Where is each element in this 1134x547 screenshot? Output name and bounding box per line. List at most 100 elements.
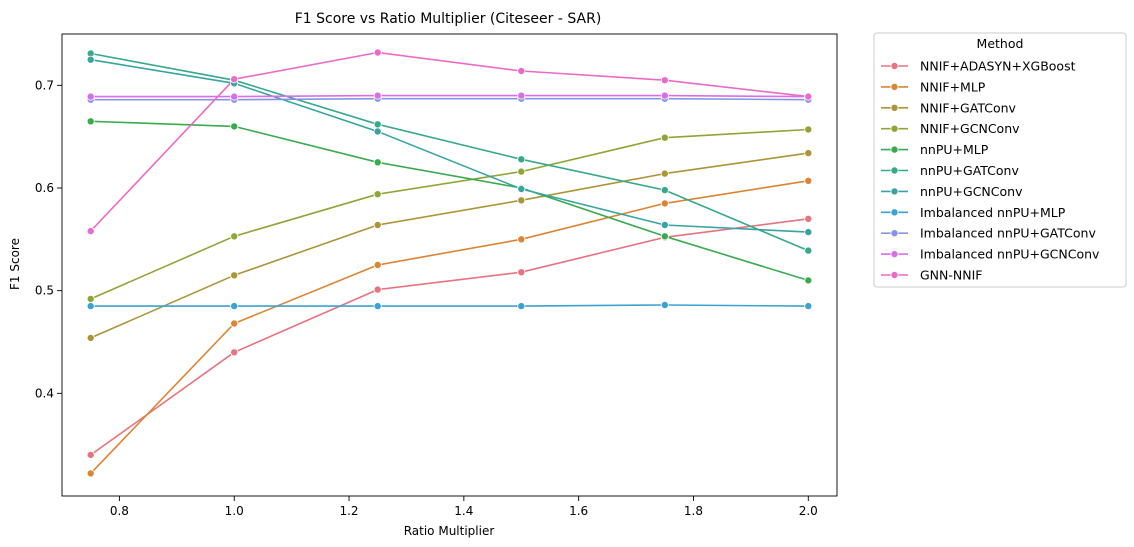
x-tick-label: 1.4: [454, 504, 473, 518]
legend-marker: [890, 250, 899, 259]
legend-marker: [890, 229, 899, 238]
series-line: [90, 51, 809, 232]
data-point: [230, 122, 239, 131]
data-point: [86, 450, 95, 459]
data-point: [517, 302, 526, 311]
data-point: [517, 184, 526, 193]
data-point: [804, 149, 813, 158]
data-point: [86, 294, 95, 303]
legend-label: NNIF+ADASYN+XGBoost: [920, 59, 1076, 74]
data-point: [373, 302, 382, 311]
data-point: [517, 167, 526, 176]
data-point: [517, 268, 526, 277]
legend-label: nnPU+MLP: [920, 142, 989, 157]
data-point: [517, 67, 526, 76]
data-point: [86, 55, 95, 64]
series-line: [90, 94, 809, 98]
data-point: [373, 220, 382, 229]
data-point: [517, 196, 526, 205]
data-point: [86, 333, 95, 342]
series-line: [90, 97, 809, 101]
series-line: [90, 304, 809, 307]
data-point: [86, 117, 95, 126]
plot-markers: [86, 48, 813, 478]
data-point: [373, 190, 382, 199]
data-point: [804, 276, 813, 285]
data-point: [373, 91, 382, 100]
data-point: [660, 76, 669, 85]
legend-label: Imbalanced nnPU+MLP: [920, 205, 1066, 220]
data-point: [373, 158, 382, 167]
data-point: [660, 199, 669, 208]
data-point: [660, 220, 669, 229]
legend-label: Imbalanced nnPU+GCNConv: [920, 247, 1100, 262]
series-line: [90, 128, 809, 300]
legend-title: Method: [977, 36, 1024, 51]
legend-marker: [890, 166, 899, 175]
x-tick-label: 1.0: [225, 504, 244, 518]
data-point: [230, 75, 239, 84]
series-line: [90, 152, 809, 339]
chart-title: F1 Score vs Ratio Multiplier (Citeseer -…: [295, 11, 602, 27]
data-point: [517, 235, 526, 244]
data-point: [373, 260, 382, 269]
data-point: [660, 186, 669, 195]
data-point: [86, 302, 95, 311]
data-point: [517, 155, 526, 164]
plot-lines: [90, 51, 809, 474]
y-tick-label: 0.5: [35, 284, 54, 298]
x-tick-label: 0.8: [110, 504, 129, 518]
x-tick-label: 1.2: [339, 504, 358, 518]
data-point: [804, 92, 813, 101]
legend-label: GNN-NNIF: [920, 268, 982, 283]
series-line: [90, 218, 809, 456]
data-point: [804, 246, 813, 255]
legend-label: NNIF+GCNConv: [920, 121, 1020, 136]
data-point: [86, 92, 95, 101]
legend-items: NNIF+ADASYN+XGBoost NNIF+MLP NNIF+GATConv N…: [881, 59, 1100, 283]
legend-marker: [890, 103, 899, 112]
plot-frame: [61, 33, 838, 497]
legend-label: nnPU+GATConv: [920, 163, 1019, 178]
data-point: [230, 302, 239, 311]
legend: Method NNIF+ADASYN+XGBoost NNIF+MLP NNIF+G…: [873, 32, 1127, 288]
series-line: [90, 58, 809, 233]
data-point: [804, 302, 813, 311]
legend-box: [873, 32, 1127, 288]
legend-label: NNIF+MLP: [920, 79, 986, 94]
legend-label: nnPU+GCNConv: [920, 184, 1023, 199]
y-tick-label: 0.6: [35, 181, 54, 195]
data-point: [230, 232, 239, 241]
legend-marker: [890, 208, 899, 217]
x-tick-label: 1.8: [684, 504, 703, 518]
data-point: [230, 92, 239, 101]
x-axis-label: Ratio Multiplier: [404, 524, 495, 538]
data-point: [517, 91, 526, 100]
legend-label: Imbalanced nnPU+GATConv: [920, 226, 1096, 241]
data-point: [660, 232, 669, 241]
legend-marker: [890, 187, 899, 196]
data-point: [230, 271, 239, 280]
y-axis-label: F1 Score: [8, 238, 22, 290]
legend-marker: [890, 62, 899, 71]
data-point: [660, 300, 669, 309]
data-point: [804, 228, 813, 237]
y-tick-label: 0.7: [35, 78, 54, 92]
legend-marker: [890, 82, 899, 91]
legend-marker: [890, 145, 899, 154]
data-point: [660, 133, 669, 142]
legend-marker: [890, 270, 899, 279]
data-point: [804, 214, 813, 223]
y-axis: 0.4 0.5 0.6 0.7: [35, 78, 62, 400]
data-point: [86, 227, 95, 236]
data-point: [86, 469, 95, 478]
data-point: [373, 48, 382, 57]
x-tick-label: 1.6: [569, 504, 588, 518]
series-line: [90, 120, 809, 282]
x-tick-label: 2.0: [799, 504, 818, 518]
data-point: [804, 125, 813, 134]
data-point: [230, 319, 239, 328]
data-point: [660, 169, 669, 178]
data-point: [373, 120, 382, 129]
legend-label: NNIF+GATConv: [920, 100, 1017, 115]
